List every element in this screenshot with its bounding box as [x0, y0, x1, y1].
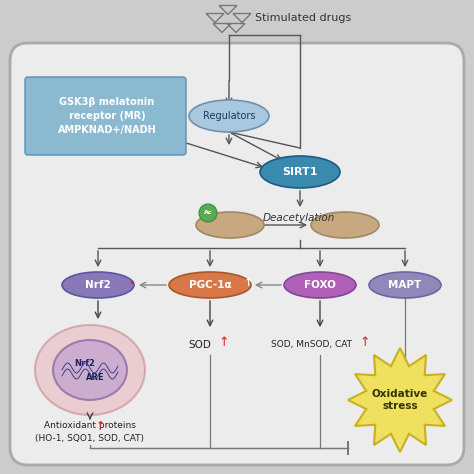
- Text: Antioxidant proteins: Antioxidant proteins: [44, 421, 136, 430]
- Ellipse shape: [196, 212, 264, 238]
- Circle shape: [199, 204, 217, 222]
- FancyBboxPatch shape: [25, 77, 186, 155]
- FancyBboxPatch shape: [10, 43, 464, 465]
- Text: FOXO: FOXO: [304, 280, 336, 290]
- Ellipse shape: [311, 212, 379, 238]
- Text: Stimulated drugs: Stimulated drugs: [255, 13, 351, 23]
- Text: SOD, MnSOD, CAT: SOD, MnSOD, CAT: [272, 340, 353, 349]
- Ellipse shape: [169, 272, 251, 298]
- Text: SOD: SOD: [189, 340, 211, 350]
- Text: MAPT: MAPT: [388, 280, 422, 290]
- FancyBboxPatch shape: [12, 45, 462, 463]
- Text: Regulators: Regulators: [203, 111, 255, 121]
- Text: Nrf2: Nrf2: [74, 359, 95, 368]
- Text: (HO-1, SQO1, SOD, CAT): (HO-1, SQO1, SOD, CAT): [36, 435, 145, 444]
- Text: Deacetylation: Deacetylation: [263, 213, 336, 223]
- Text: ↑: ↑: [96, 421, 105, 431]
- Text: •: •: [129, 278, 135, 288]
- Polygon shape: [348, 348, 452, 452]
- Text: ↑: ↑: [219, 337, 229, 349]
- Ellipse shape: [369, 272, 441, 298]
- Ellipse shape: [35, 325, 145, 415]
- Text: SIRT1: SIRT1: [282, 167, 318, 177]
- Ellipse shape: [284, 272, 356, 298]
- Ellipse shape: [260, 156, 340, 188]
- Ellipse shape: [189, 100, 269, 132]
- Text: Ac: Ac: [204, 210, 212, 216]
- Ellipse shape: [53, 340, 127, 400]
- Text: PGC-1α: PGC-1α: [189, 280, 231, 290]
- Text: ↑: ↑: [360, 337, 370, 349]
- Text: ARE: ARE: [86, 374, 104, 383]
- Text: GSK3β melatonin
receptor (MR)
AMPKNAD+/NADH: GSK3β melatonin receptor (MR) AMPKNAD+/N…: [58, 97, 156, 135]
- Text: Oxidative
stress: Oxidative stress: [372, 389, 428, 411]
- Text: ↑: ↑: [244, 278, 254, 288]
- Ellipse shape: [62, 272, 134, 298]
- Text: Nrf2: Nrf2: [85, 280, 111, 290]
